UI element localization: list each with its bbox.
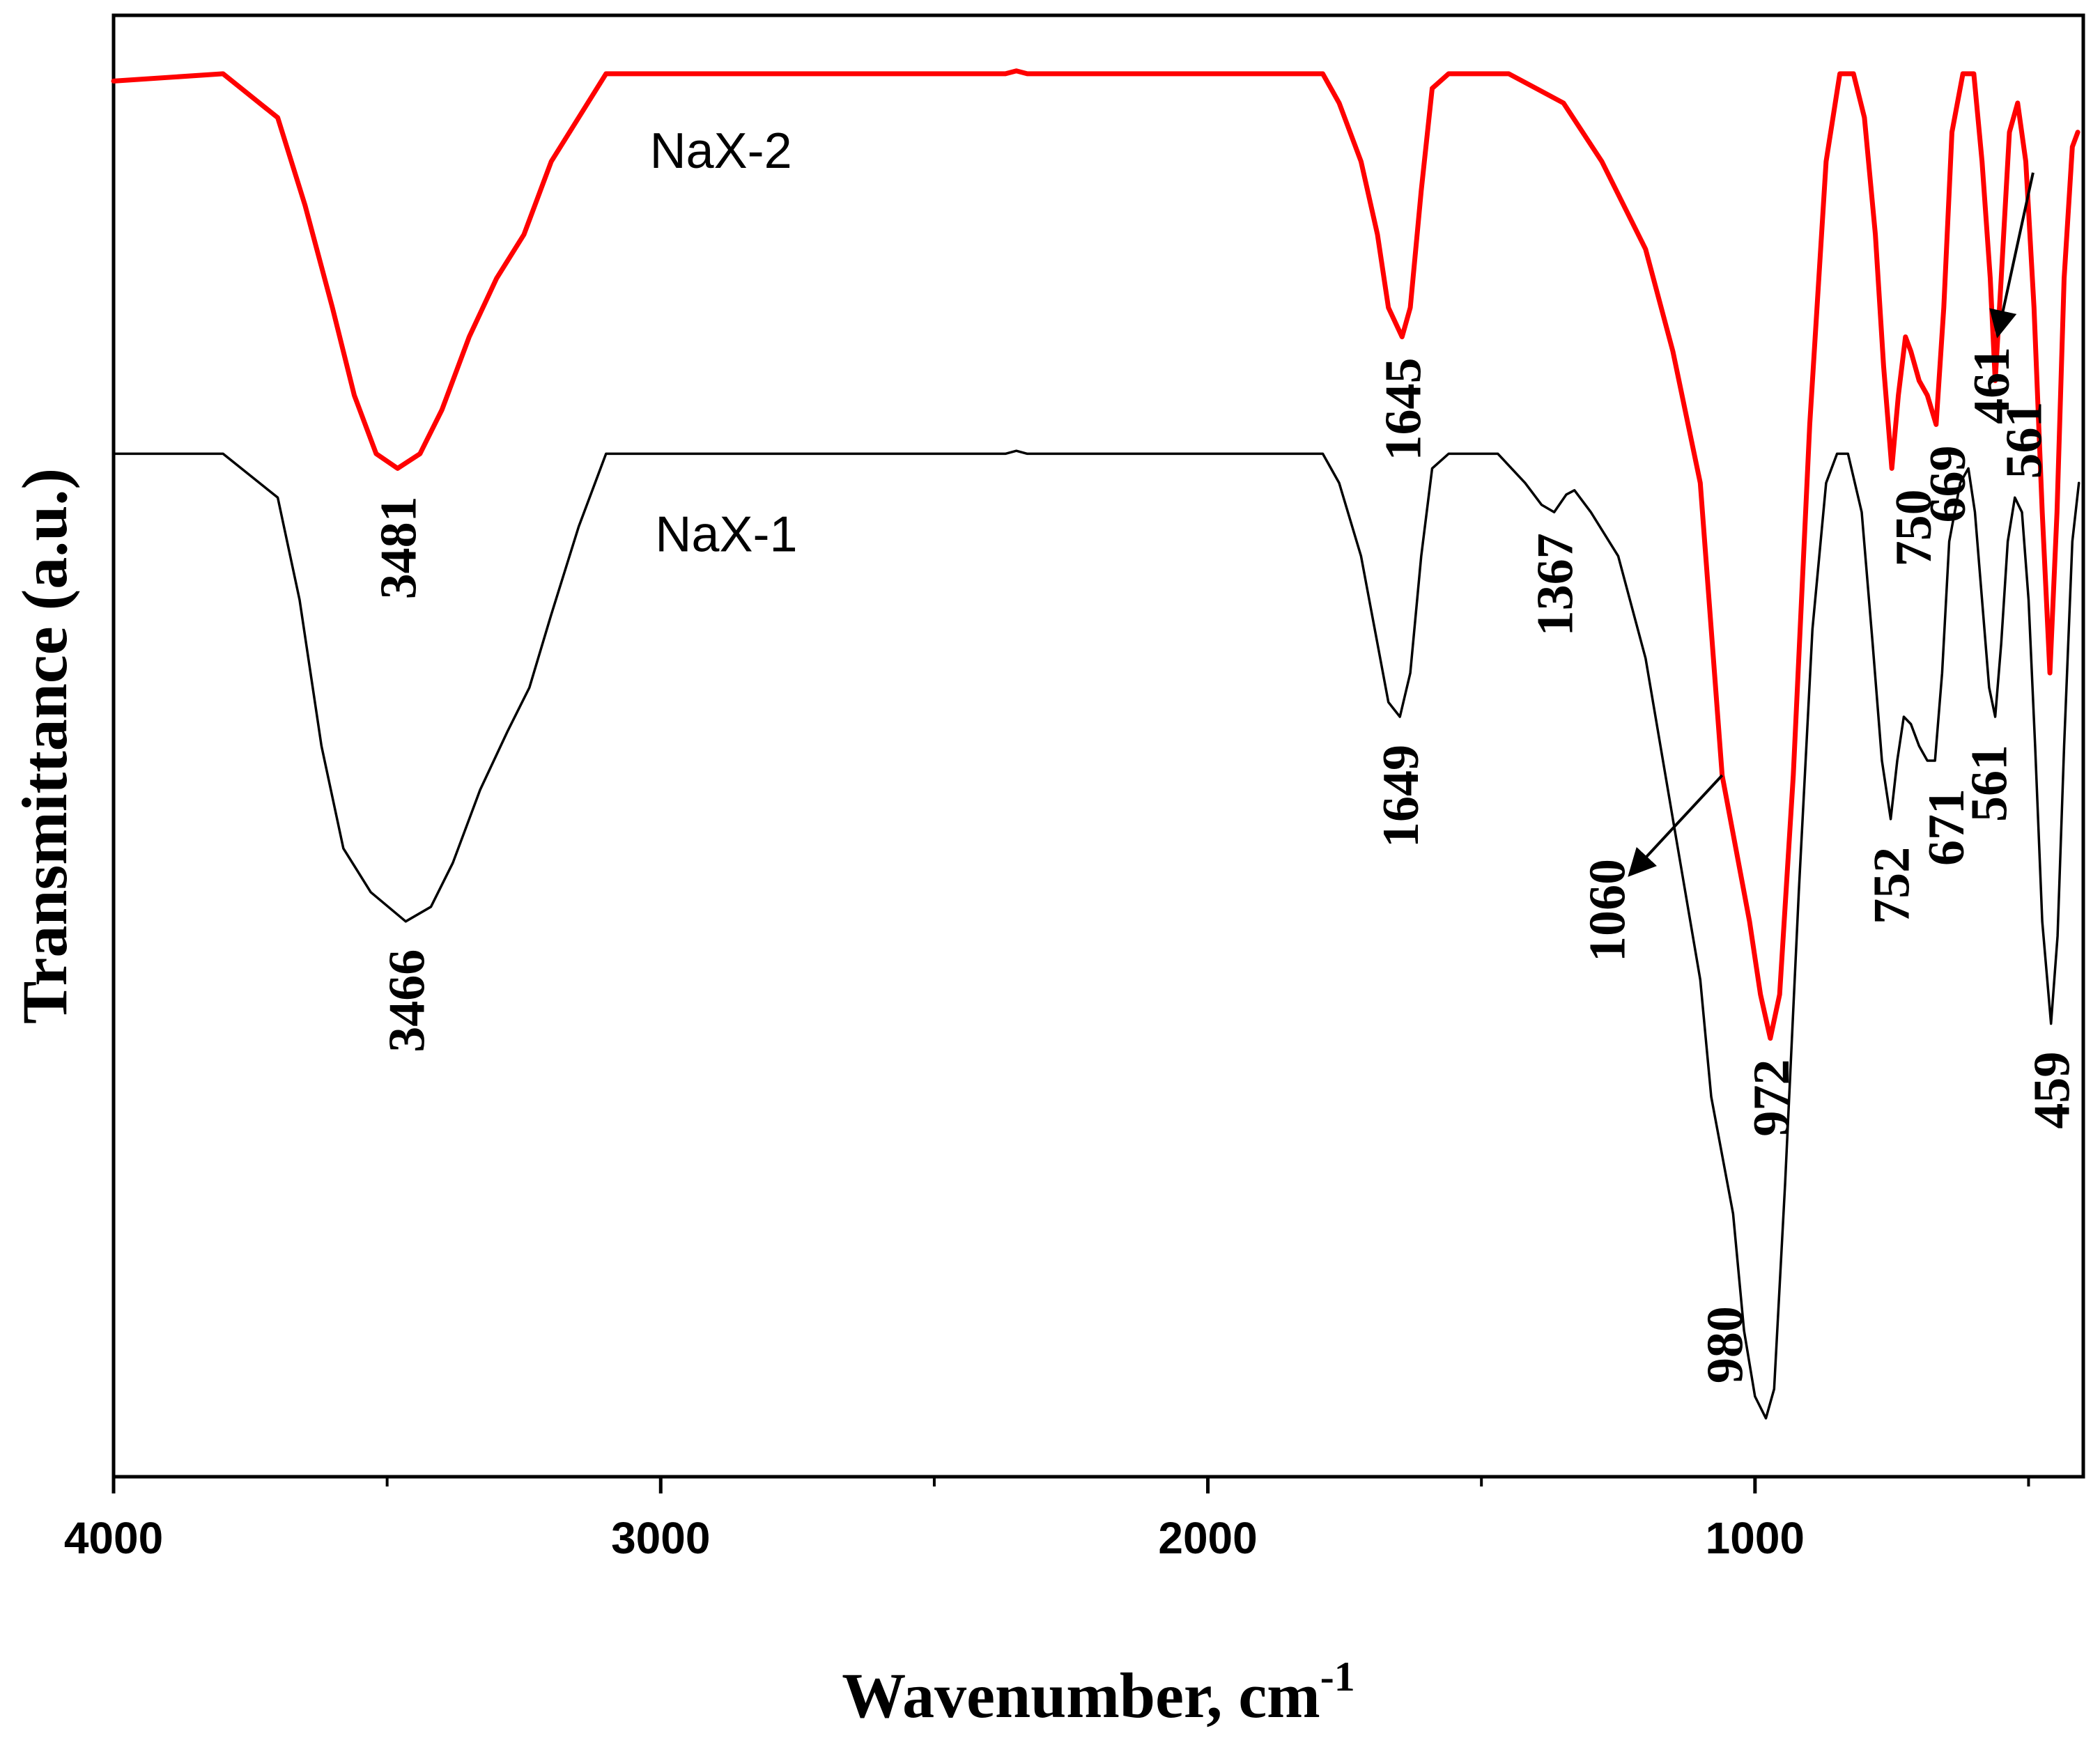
series-label-nax-2: NaX-2 (650, 123, 792, 179)
x-tick-label: 4000 (64, 1513, 163, 1563)
peak-label: 561 (1996, 402, 2053, 479)
peak-label: 3466 (378, 949, 435, 1053)
peak-label: 1367 (1527, 533, 1584, 636)
peak-label: 561 (1961, 745, 2018, 822)
series-line-nax-2 (111, 68, 2080, 1041)
x-tick-label: 1000 (1706, 1513, 1805, 1563)
peak-label: 1645 (1375, 358, 1432, 461)
peak-label: 459 (2024, 1052, 2081, 1129)
x-axis-title-text: Wavenumber, cm (842, 1660, 1320, 1731)
x-axis: 4000 3000 2000 1000 (64, 1477, 2030, 1563)
peak-label: 972 (1743, 1059, 1800, 1137)
y-axis-title: Transmittance (a.u.) (9, 468, 80, 1024)
peak-label: 980 (1697, 1306, 1754, 1383)
x-tick-label: 2000 (1158, 1513, 1257, 1563)
peak-label: 669 (1920, 445, 1977, 522)
plot-area (111, 13, 2085, 1479)
peak-label: 1649 (1373, 745, 1430, 848)
x-axis-title-superscript: -1 (1320, 1654, 1355, 1700)
annotation-arrow-1060 (1628, 774, 1724, 877)
x-axis-title: Wavenumber, cm-1 (842, 1654, 1355, 1731)
peak-label: 1060 (1580, 859, 1637, 962)
peak-label: 461 (1963, 347, 2021, 424)
peak-label: 671 (1918, 789, 1975, 866)
peak-label: 750 (1885, 489, 1943, 566)
peak-label: 3481 (371, 496, 428, 599)
series-label-nax-1: NaX-1 (655, 506, 797, 562)
peak-label: 752 (1864, 847, 1921, 924)
annotation-arrow-461 (1989, 172, 2035, 339)
x-tick-label: 3000 (611, 1513, 710, 1563)
series-layer: NaX-2 NaX-1 (111, 68, 2080, 1420)
series-line-nax-1 (112, 449, 2080, 1420)
plot-frame (111, 13, 2085, 1479)
